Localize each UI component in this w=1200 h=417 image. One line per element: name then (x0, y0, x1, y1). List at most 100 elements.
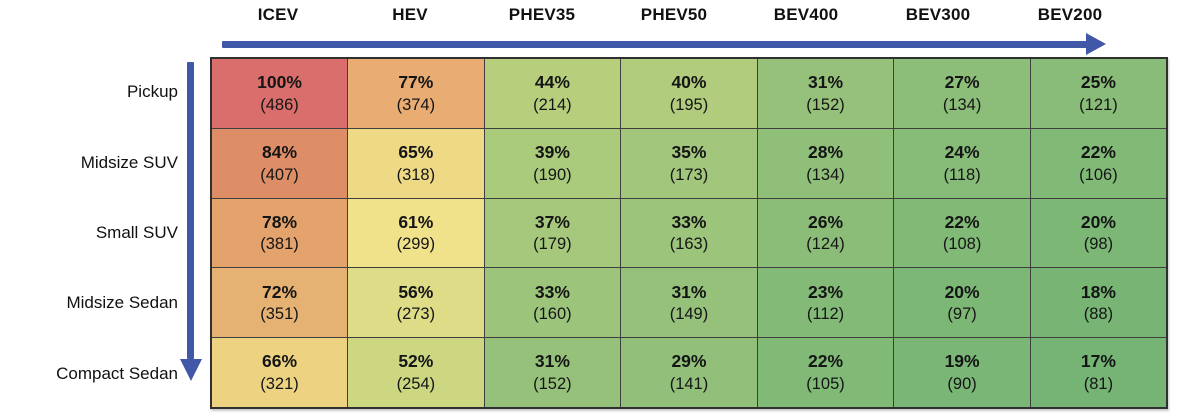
cell-compact-sedan-icev: 66% (321) (210, 337, 349, 409)
cell-count: (124) (806, 235, 845, 254)
cell-count: (134) (942, 95, 982, 114)
x-axis-arrow-shaft (222, 41, 1088, 48)
y-axis-arrow-shaft (187, 62, 194, 359)
cell-small-suv-icev: 78% (381) (210, 197, 349, 269)
cell-count: (273) (396, 305, 436, 324)
cell-count: (97) (947, 305, 977, 324)
cell-midsize-suv-hev: 65% (318) (347, 127, 485, 199)
cell-midsize-suv-phev50: 35% (173) (620, 127, 758, 199)
cell-percent: 20% (1080, 211, 1116, 232)
cell-pickup-bev400: 31% (152) (756, 57, 895, 129)
cell-count: (254) (396, 375, 436, 393)
cell-percent: 31% (808, 72, 844, 93)
column-header-icev: ICEV (257, 5, 299, 24)
cell-count: (486) (260, 95, 299, 114)
cell-percent: 78% (262, 211, 298, 232)
cell-percent: 29% (671, 351, 707, 372)
cell-pickup-bev300: 27% (134) (893, 57, 1031, 129)
cell-percent: 17% (1080, 351, 1116, 372)
cell-count: (105) (806, 375, 845, 393)
cell-percent: 31% (534, 351, 570, 372)
cell-count: (152) (806, 95, 845, 114)
cell-count: (299) (396, 235, 436, 254)
heatmap-table-body: 100% (486) 77% (374) 44% (214) 40% (195) 31% (152… (210, 57, 1168, 409)
cell-percent: 19% (944, 351, 980, 372)
y-axis-arrowhead-icon (179, 359, 202, 381)
cell-percent: 18% (1080, 281, 1116, 302)
cell-count: (195) (669, 95, 709, 114)
cell-midsize-sedan-phev35: 33% (160) (483, 267, 622, 339)
cell-midsize-suv-bev400: 28% (134) (756, 127, 895, 199)
row-label-pickup: Pickup (126, 82, 178, 102)
cell-midsize-sedan-bev400: 23% (112) (756, 267, 895, 339)
cell-count: (149) (669, 305, 709, 324)
cell-percent: 31% (671, 281, 707, 302)
heatmap-row-midsize-suv: 84% (407) 65% (318) 39% (190) 35% (173) 28% (134)… (210, 127, 1168, 199)
heatmap-row-pickup: 100% (486) 77% (374) 44% (214) 40% (195) 31% (152… (210, 57, 1168, 129)
row-label-midsize-suv: Midsize SUV (80, 152, 178, 172)
cell-percent: 28% (808, 142, 844, 163)
cell-count: (134) (806, 165, 845, 184)
cell-percent: 66% (262, 351, 298, 372)
cell-small-suv-phev35: 37% (179) (483, 197, 622, 269)
cell-midsize-suv-bev300: 24% (118) (893, 127, 1031, 199)
column-header-bev200: BEV200 (1037, 5, 1103, 24)
cell-count: (381) (260, 235, 299, 254)
cell-percent: 35% (671, 142, 707, 163)
cell-compact-sedan-hev: 52% (254) (347, 337, 485, 409)
cell-count: (118) (943, 165, 981, 184)
cell-count: (374) (396, 95, 436, 114)
cell-percent: 20% (944, 281, 980, 302)
row-label-midsize-sedan: Midsize Sedan (66, 293, 178, 313)
cell-small-suv-phev50: 33% (163) (620, 197, 758, 269)
heatmap-row-midsize-sedan: 72% (351) 56% (273) 33% (160) 31% (149) 23% (112)… (210, 267, 1168, 339)
cell-count: (160) (533, 305, 572, 324)
cell-percent: 40% (671, 72, 707, 93)
cell-compact-sedan-phev50: 29% (141) (620, 337, 758, 409)
column-headers: ICEV HEV PHEV35 PHEV50 BEV400 BEV300 BEV200 (212, 5, 1136, 29)
cell-percent: 22% (808, 351, 844, 372)
cell-percent: 26% (808, 211, 844, 232)
cell-count: (214) (533, 95, 572, 114)
column-header-phev35: PHEV35 (508, 5, 576, 24)
cell-count: (106) (1079, 165, 1118, 184)
cell-count: (351) (260, 305, 299, 324)
cell-count: (121) (1079, 95, 1118, 114)
cell-count: (190) (533, 165, 572, 184)
cell-count: (407) (260, 165, 299, 184)
cell-midsize-sedan-icev: 72% (351) (210, 267, 349, 339)
cell-percent: 22% (944, 211, 980, 232)
cell-percent: 24% (944, 142, 980, 163)
cell-percent: 52% (398, 351, 434, 372)
cell-percent: 25% (1080, 72, 1116, 93)
cell-percent: 39% (534, 142, 570, 163)
cell-midsize-suv-bev200: 22% (106) (1029, 127, 1168, 199)
cell-small-suv-bev300: 22% (108) (893, 197, 1031, 269)
row-label-compact-sedan: Compact Sedan (56, 363, 178, 383)
cell-compact-sedan-bev400: 22% (105) (756, 337, 895, 409)
cell-compact-sedan-bev200: 17% (81) (1029, 337, 1168, 409)
row-labels: Pickup Midsize SUV Small SUV Midsize Sedan C… (0, 57, 178, 409)
cell-count: (112) (806, 305, 845, 324)
cell-midsize-sedan-hev: 56% (273) (347, 267, 485, 339)
x-axis-arrowhead-icon (1086, 33, 1106, 55)
cell-percent: 37% (534, 211, 570, 232)
cell-count: (321) (260, 375, 299, 393)
cell-percent: 56% (398, 281, 434, 302)
cell-percent: 84% (262, 142, 298, 163)
cell-count: (108) (942, 235, 982, 254)
cell-percent: 22% (1080, 142, 1116, 163)
cell-count: (179) (533, 235, 572, 254)
cell-compact-sedan-phev35: 31% (152) (483, 337, 622, 409)
heatmap-row-small-suv: 78% (381) 61% (299) 37% (179) 33% (163) 26% (124)… (210, 197, 1168, 269)
column-header-hev: HEV (392, 5, 428, 24)
cell-midsize-sedan-bev300: 20% (97) (893, 267, 1031, 339)
cell-count: (318) (396, 165, 436, 184)
cell-count: (163) (669, 235, 709, 254)
cell-percent: 33% (671, 211, 707, 232)
row-label-small-suv: Small SUV (95, 223, 178, 243)
cell-percent: 33% (534, 281, 570, 302)
cell-percent: 72% (262, 281, 298, 302)
cell-pickup-phev50: 40% (195) (620, 57, 758, 129)
